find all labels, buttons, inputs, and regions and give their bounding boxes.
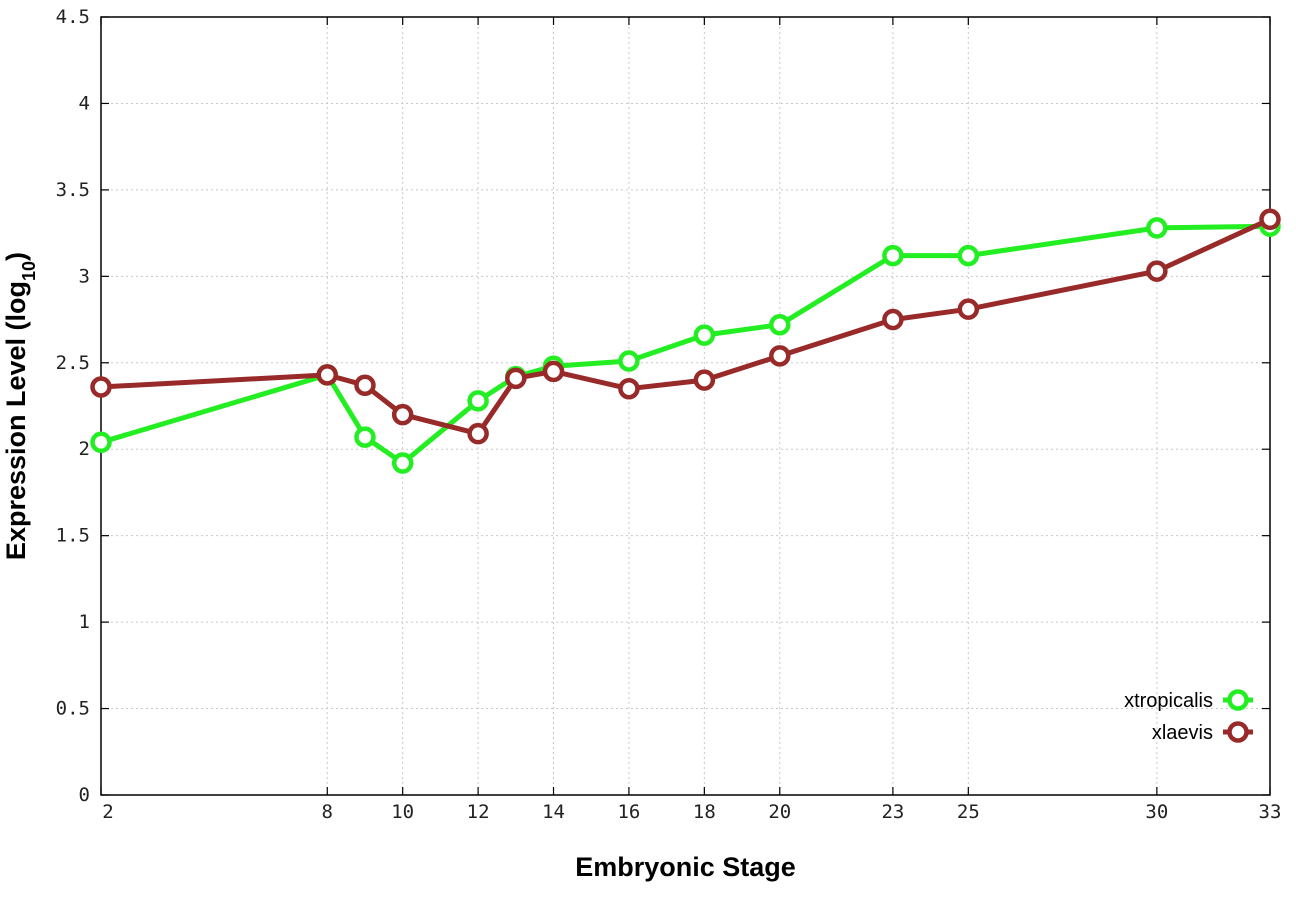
- data-point-xtropicalis: [957, 244, 980, 267]
- data-point-xlaevis: [882, 308, 904, 331]
- y-tick-label: 1: [79, 611, 90, 633]
- data-point-xlaevis: [957, 298, 980, 320]
- data-point-xtropicalis: [769, 313, 791, 336]
- x-tick-label: 25: [957, 801, 980, 823]
- data-point-xtropicalis: [1146, 217, 1168, 239]
- y-axis-title-main: Expression Level (log: [1, 281, 31, 560]
- legend-label: xtropicalis: [1124, 690, 1213, 712]
- y-axis-title: Expression Level (log10): [1, 252, 39, 560]
- x-tick-label: 10: [391, 801, 414, 823]
- legend-item-xtropicalis: xtropicalis: [1124, 689, 1253, 712]
- x-tick-label: 33: [1259, 801, 1282, 823]
- data-point-xlaevis: [693, 369, 716, 391]
- data-point-xlaevis: [316, 364, 339, 386]
- data-point-xlaevis: [1259, 208, 1281, 231]
- data-point-xtropicalis: [882, 244, 904, 267]
- data-point-xlaevis: [391, 403, 414, 426]
- x-tick-label: 20: [768, 801, 791, 823]
- legend-item-xlaevis: xlaevis: [1152, 721, 1253, 744]
- data-point-xlaevis: [505, 367, 527, 390]
- data-point-xlaevis: [1146, 260, 1168, 282]
- y-tick-label: 1.5: [56, 525, 90, 547]
- x-tick-label: 30: [1145, 801, 1168, 823]
- x-tick-label: 14: [542, 801, 565, 823]
- series-xlaevis: [90, 208, 1281, 445]
- legend-swatch-marker: [1227, 721, 1249, 743]
- data-point-xtropicalis: [90, 431, 112, 454]
- y-tick-label: 4.5: [56, 6, 90, 28]
- data-point-xtropicalis: [391, 452, 414, 474]
- legend-label: xlaevis: [1152, 722, 1213, 744]
- data-point-xtropicalis: [693, 324, 716, 346]
- data-point-xlaevis: [618, 377, 640, 400]
- data-point-xlaevis: [467, 422, 489, 445]
- x-tick-label: 12: [467, 801, 490, 823]
- y-tick-label: 3: [79, 265, 90, 287]
- x-tick-label: 16: [617, 801, 640, 823]
- plot-frame: [100, 16, 1271, 796]
- y-tick-label: 2: [79, 438, 90, 460]
- series-line-xlaevis: [100, 217, 1272, 437]
- x-tick-label: 2: [102, 801, 113, 823]
- data-point-xtropicalis: [354, 426, 376, 448]
- data-point-xlaevis: [354, 374, 376, 397]
- series-layer: [90, 208, 1281, 474]
- data-point-xlaevis: [769, 345, 791, 367]
- x-tick-label: 18: [693, 801, 716, 823]
- y-tick-label: 3.5: [56, 179, 90, 201]
- x-axis-title: Embryonic Stage: [575, 852, 796, 882]
- y-axis-title-subscript: 10: [19, 261, 39, 281]
- series-line-xtropicalis: [100, 223, 1271, 466]
- y-tick-label: 4: [79, 92, 90, 114]
- axis-ticks: 2 8 10 12 14 16 18 20 23 25 30 33 0 0.5 1 1.5 2 2.5 3 3.5 4 4…: [56, 6, 1282, 823]
- x-tick-label: 23: [881, 801, 904, 823]
- data-point-xlaevis: [542, 360, 565, 383]
- data-point-xlaevis: [90, 376, 112, 398]
- y-axis-title-close: ): [1, 252, 31, 261]
- x-tick-label: 8: [322, 801, 333, 823]
- legend: xtropicalis xlaevis: [1124, 689, 1253, 744]
- y-tick-label: 0: [79, 784, 90, 806]
- data-point-xtropicalis: [467, 390, 489, 412]
- series-xtropicalis: [90, 215, 1281, 474]
- data-point-xtropicalis: [618, 350, 640, 372]
- y-tick-label: 0.5: [56, 698, 90, 720]
- legend-swatch-marker: [1227, 689, 1249, 711]
- y-tick-label: 2.5: [56, 352, 90, 374]
- grid: [100, 16, 1271, 796]
